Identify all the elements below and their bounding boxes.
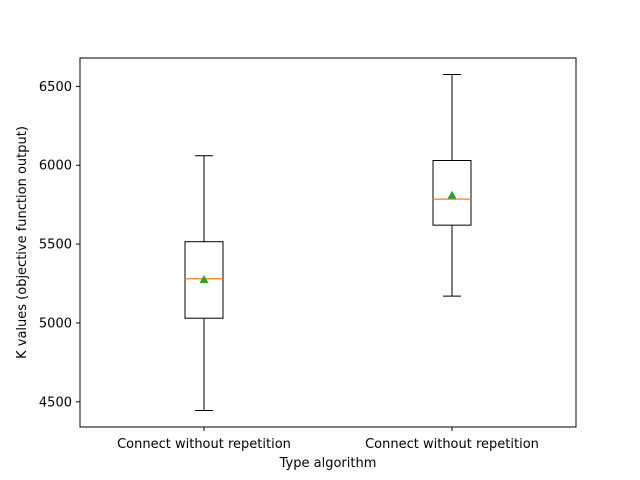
- box-group: [432, 74, 472, 297]
- axes-frame: [79, 57, 577, 428]
- mean-marker: [447, 190, 457, 199]
- mean-marker: [199, 275, 209, 284]
- y-axis-label: K values (objective function output): [15, 126, 30, 359]
- plot-area: [184, 74, 472, 411]
- y-tick-label: 5500: [39, 238, 72, 253]
- x-tick-label: Connect without repetition: [117, 437, 291, 452]
- box-iqr: [432, 160, 472, 226]
- y-tick-label: 4500: [39, 395, 72, 410]
- box-group: [184, 155, 224, 411]
- y-tick-label: 6000: [39, 159, 72, 174]
- x-axis-label: Type algorithm: [279, 456, 377, 471]
- x-axis-ticks: Connect without repetition Connect withou…: [117, 427, 539, 452]
- box-iqr: [184, 241, 224, 319]
- y-axis-ticks: 4500 5000 5500 6000 6500: [39, 80, 80, 410]
- y-tick-label: 6500: [39, 80, 72, 95]
- y-tick-label: 5000: [39, 316, 72, 331]
- x-tick-label: Connect without repetition: [365, 437, 539, 452]
